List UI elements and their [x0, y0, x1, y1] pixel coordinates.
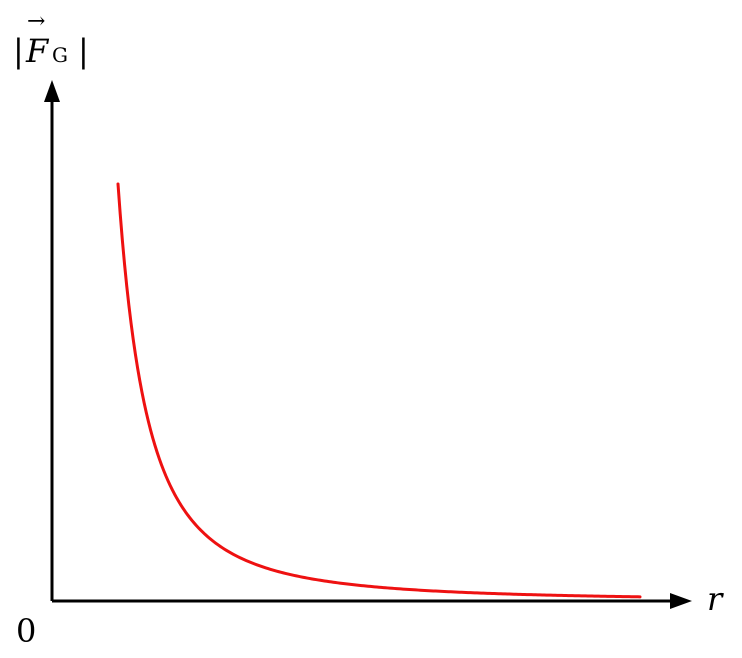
- y-axis-arrow: [44, 80, 60, 102]
- y-axis-label-bar-close: |: [78, 32, 89, 70]
- origin-label: 0: [16, 612, 36, 650]
- y-axis-label-vector-mark: →: [27, 9, 45, 34]
- series-layer: [116, 182, 642, 599]
- series-curve-0: [116, 182, 642, 599]
- y-axis-label-symbol: F: [25, 32, 50, 70]
- y-axis-label-subscript: G: [52, 43, 68, 67]
- y-axis-label: | F → G |: [13, 9, 89, 70]
- x-axis-label: r: [707, 580, 724, 618]
- y-axis-label-bar-open: |: [13, 32, 24, 70]
- x-axis-arrow: [670, 593, 692, 609]
